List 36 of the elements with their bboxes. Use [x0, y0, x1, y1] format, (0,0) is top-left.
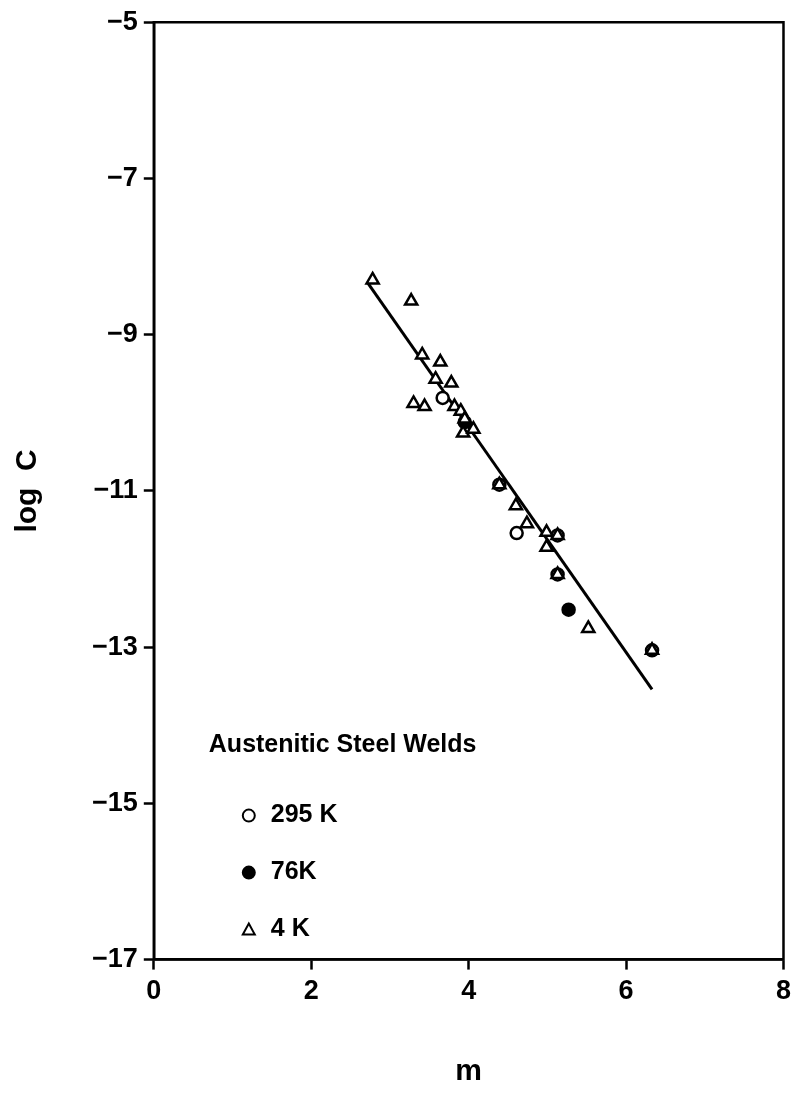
point	[428, 370, 443, 384]
point	[519, 515, 535, 529]
point	[435, 390, 450, 406]
point	[466, 420, 481, 434]
point	[561, 602, 576, 617]
point	[508, 497, 524, 511]
point	[539, 524, 554, 538]
point	[433, 353, 448, 367]
y-tick-label: −7	[107, 161, 138, 192]
legend-title: Austenitic Steel Welds	[208, 729, 477, 758]
point	[365, 271, 380, 285]
y-tick-label: −15	[91, 786, 138, 817]
legend-label: 295 K	[270, 799, 338, 828]
y-axis-title: log C	[9, 449, 43, 533]
point	[539, 538, 554, 552]
x-tick-label: 2	[303, 975, 319, 1006]
point	[509, 525, 524, 541]
x-axis-title: m	[455, 1053, 482, 1087]
y-tick-label: −13	[91, 630, 138, 661]
y-tick-label: −11	[93, 474, 138, 505]
legend-label: 76K	[270, 856, 317, 885]
x-tick-label: 4	[461, 975, 477, 1006]
point	[414, 346, 430, 360]
point	[403, 292, 419, 306]
point	[457, 410, 473, 424]
point	[580, 620, 596, 634]
point	[444, 374, 459, 388]
legend-label: 4 K	[270, 913, 310, 942]
y-tick-label: −5	[107, 5, 138, 36]
x-tick-label: 6	[618, 975, 634, 1006]
point	[417, 398, 432, 412]
y-tick-label: −17	[91, 943, 138, 974]
x-tick-label: 0	[146, 975, 162, 1006]
point	[406, 395, 421, 409]
y-tick-label: −9	[107, 318, 138, 349]
x-tick-label: 8	[775, 975, 792, 1006]
